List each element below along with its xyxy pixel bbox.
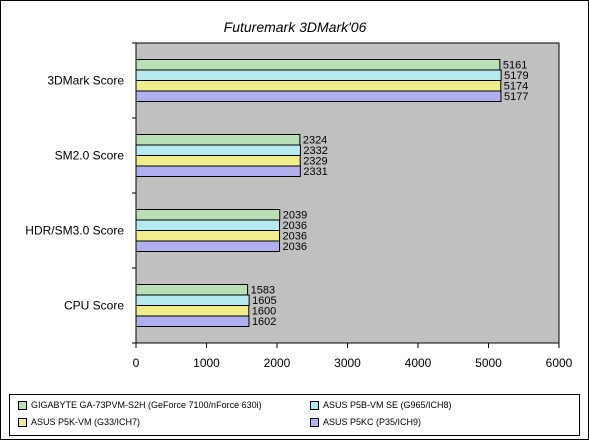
data-label: 1605 [252, 295, 276, 307]
data-label: 5161 [503, 60, 527, 72]
bar [135, 90, 502, 102]
x-tick-label: 0 [133, 356, 140, 370]
axes-layer: 3DMark Score SM2.0 Score HDR/SM3.0 Score CP… [25, 42, 573, 370]
data-label: 5174 [504, 81, 528, 93]
x-tick-label: 6000 [546, 356, 573, 370]
legend-item-series-1: GIGABYTE GA-73PVM-S2H (GeForce 7100/nFor… [18, 400, 262, 410]
data-label: 2329 [303, 156, 327, 168]
bar [135, 219, 281, 231]
bar [135, 284, 249, 296]
legend-swatch-series-4 [310, 417, 319, 427]
legend-item-series-3: ASUS P5K-VM (G33/ICH7) [18, 417, 140, 427]
data-label: 2036 [283, 220, 307, 232]
bar [135, 69, 502, 81]
legend-swatch-series-2 [310, 400, 319, 410]
bar [135, 59, 501, 71]
category-label: SM2.0 Score [55, 149, 125, 163]
bars-layer: 5161517951745177232423322329233120392036… [135, 59, 529, 328]
bar [135, 305, 250, 317]
bar [135, 230, 281, 242]
bar [135, 80, 502, 92]
legend-label-series-3: ASUS P5K-VM (G33/ICH7) [31, 417, 141, 427]
legend-item-series-4: ASUS P5KC (P35/ICH9) [310, 417, 421, 427]
bar [135, 209, 281, 221]
data-label: 2036 [283, 241, 307, 253]
bar [135, 155, 301, 167]
x-tick-label: 3000 [334, 356, 361, 370]
data-label: 2332 [303, 145, 327, 157]
data-label: 1583 [251, 285, 275, 297]
data-label: 2036 [283, 231, 307, 243]
data-label: 2331 [303, 166, 327, 178]
bar [135, 240, 281, 252]
legend-item-series-2: ASUS P5B-VM SE (G965/ICH8) [310, 400, 452, 410]
x-tick-label: 5000 [475, 356, 502, 370]
data-label: 1602 [252, 316, 276, 328]
data-label: 5177 [504, 91, 528, 103]
data-label: 5179 [504, 70, 528, 82]
bar [135, 294, 250, 306]
category-label: CPU Score [64, 299, 124, 313]
bar [135, 315, 250, 327]
legend: GIGABYTE GA-73PVM-S2H (GeForce 7100/nFor… [9, 394, 580, 436]
chart-title: Futuremark 3DMark'06 [224, 19, 367, 35]
data-label: 2324 [303, 135, 327, 147]
x-tick-label: 4000 [405, 356, 432, 370]
data-label: 2039 [283, 210, 307, 222]
bar [135, 144, 301, 156]
data-label: 1600 [252, 306, 276, 318]
legend-label-series-2: ASUS P5B-VM SE (G965/ICH8) [323, 400, 452, 410]
legend-swatch-series-1 [18, 400, 27, 410]
x-tick-label: 1000 [193, 356, 220, 370]
x-tick-label: 2000 [264, 356, 291, 370]
legend-label-series-1: GIGABYTE GA-73PVM-S2H (GeForce 7100/nFor… [31, 400, 262, 410]
category-label: HDR/SM3.0 Score [25, 224, 124, 238]
bar [135, 165, 301, 177]
legend-swatch-series-3 [18, 417, 27, 427]
bar [135, 134, 301, 146]
category-label: 3DMark Score [47, 74, 124, 88]
legend-label-series-4: ASUS P5KC (P35/ICH9) [323, 417, 422, 427]
